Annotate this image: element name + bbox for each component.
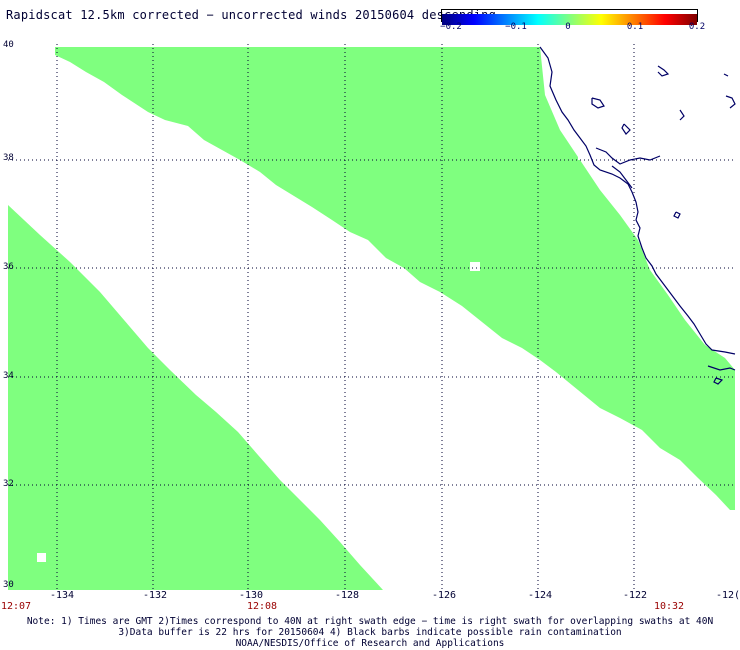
lat-tick-label: 30 [3, 580, 14, 590]
swath-right [55, 47, 735, 510]
island-outline [713, 377, 724, 385]
coastline [539, 46, 736, 355]
island-outline [679, 109, 685, 121]
island-outline [725, 95, 736, 109]
island-outline [621, 123, 631, 135]
color-scale-gradient [442, 14, 697, 25]
pass-time-label: 10:32 [653, 601, 685, 612]
lat-tick-label: 38 [3, 153, 14, 163]
lon-tick-label: -130 [238, 590, 264, 601]
pass-time-label: 12:07 [0, 601, 32, 612]
data-gap-layer [37, 148, 590, 562]
coastline [595, 147, 661, 165]
lon-tick-label: -132 [142, 590, 168, 601]
island-outline [673, 211, 681, 219]
coastline-layer [539, 46, 736, 385]
lat-tick-label: 34 [3, 371, 14, 381]
data-gap [470, 262, 480, 271]
island-outline [591, 97, 605, 109]
lat-lon-grid [8, 44, 735, 590]
lon-tick-label: -122 [622, 590, 648, 601]
lat-tick-label: 32 [3, 479, 14, 489]
color-scale-tick-label: −0.2 [440, 22, 462, 32]
swath-left [8, 205, 383, 590]
color-scale-tick-label: 0.2 [688, 22, 706, 32]
color-scale-tick-label: −0.1 [505, 22, 527, 32]
data-gap [578, 148, 590, 160]
pass-time-label: 12:08 [246, 601, 278, 612]
footnote-line: 3)Data buffer is 22 hrs for 20150604 4) … [118, 627, 622, 638]
color-scale-tick-label: 0.1 [626, 22, 644, 32]
lat-tick-label: 36 [3, 262, 14, 272]
lon-tick-label: -134 [49, 590, 75, 601]
map-title: Rapidscat 12.5km corrected − uncorrected… [6, 8, 497, 22]
lon-tick-label: -124 [527, 590, 553, 601]
footnote-line: Note: 1) Times are GMT 2)Times correspon… [26, 616, 714, 627]
color-scale-bar [441, 9, 698, 25]
lat-tick-label: 40 [3, 40, 14, 50]
footnote-credit: NOAA/NESDIS/Office of Research and Appli… [235, 638, 505, 649]
island-outline [657, 65, 670, 77]
color-scale-tick-label: 0 [565, 22, 571, 32]
data-gap [37, 553, 46, 562]
coastline [611, 165, 633, 189]
lon-tick-label: -126 [431, 590, 457, 601]
island-outline [723, 73, 729, 77]
swath-layer [8, 47, 735, 590]
lon-tick-label: -128 [334, 590, 360, 601]
coastline [707, 365, 736, 371]
lon-tick-label: -12( [715, 590, 740, 601]
